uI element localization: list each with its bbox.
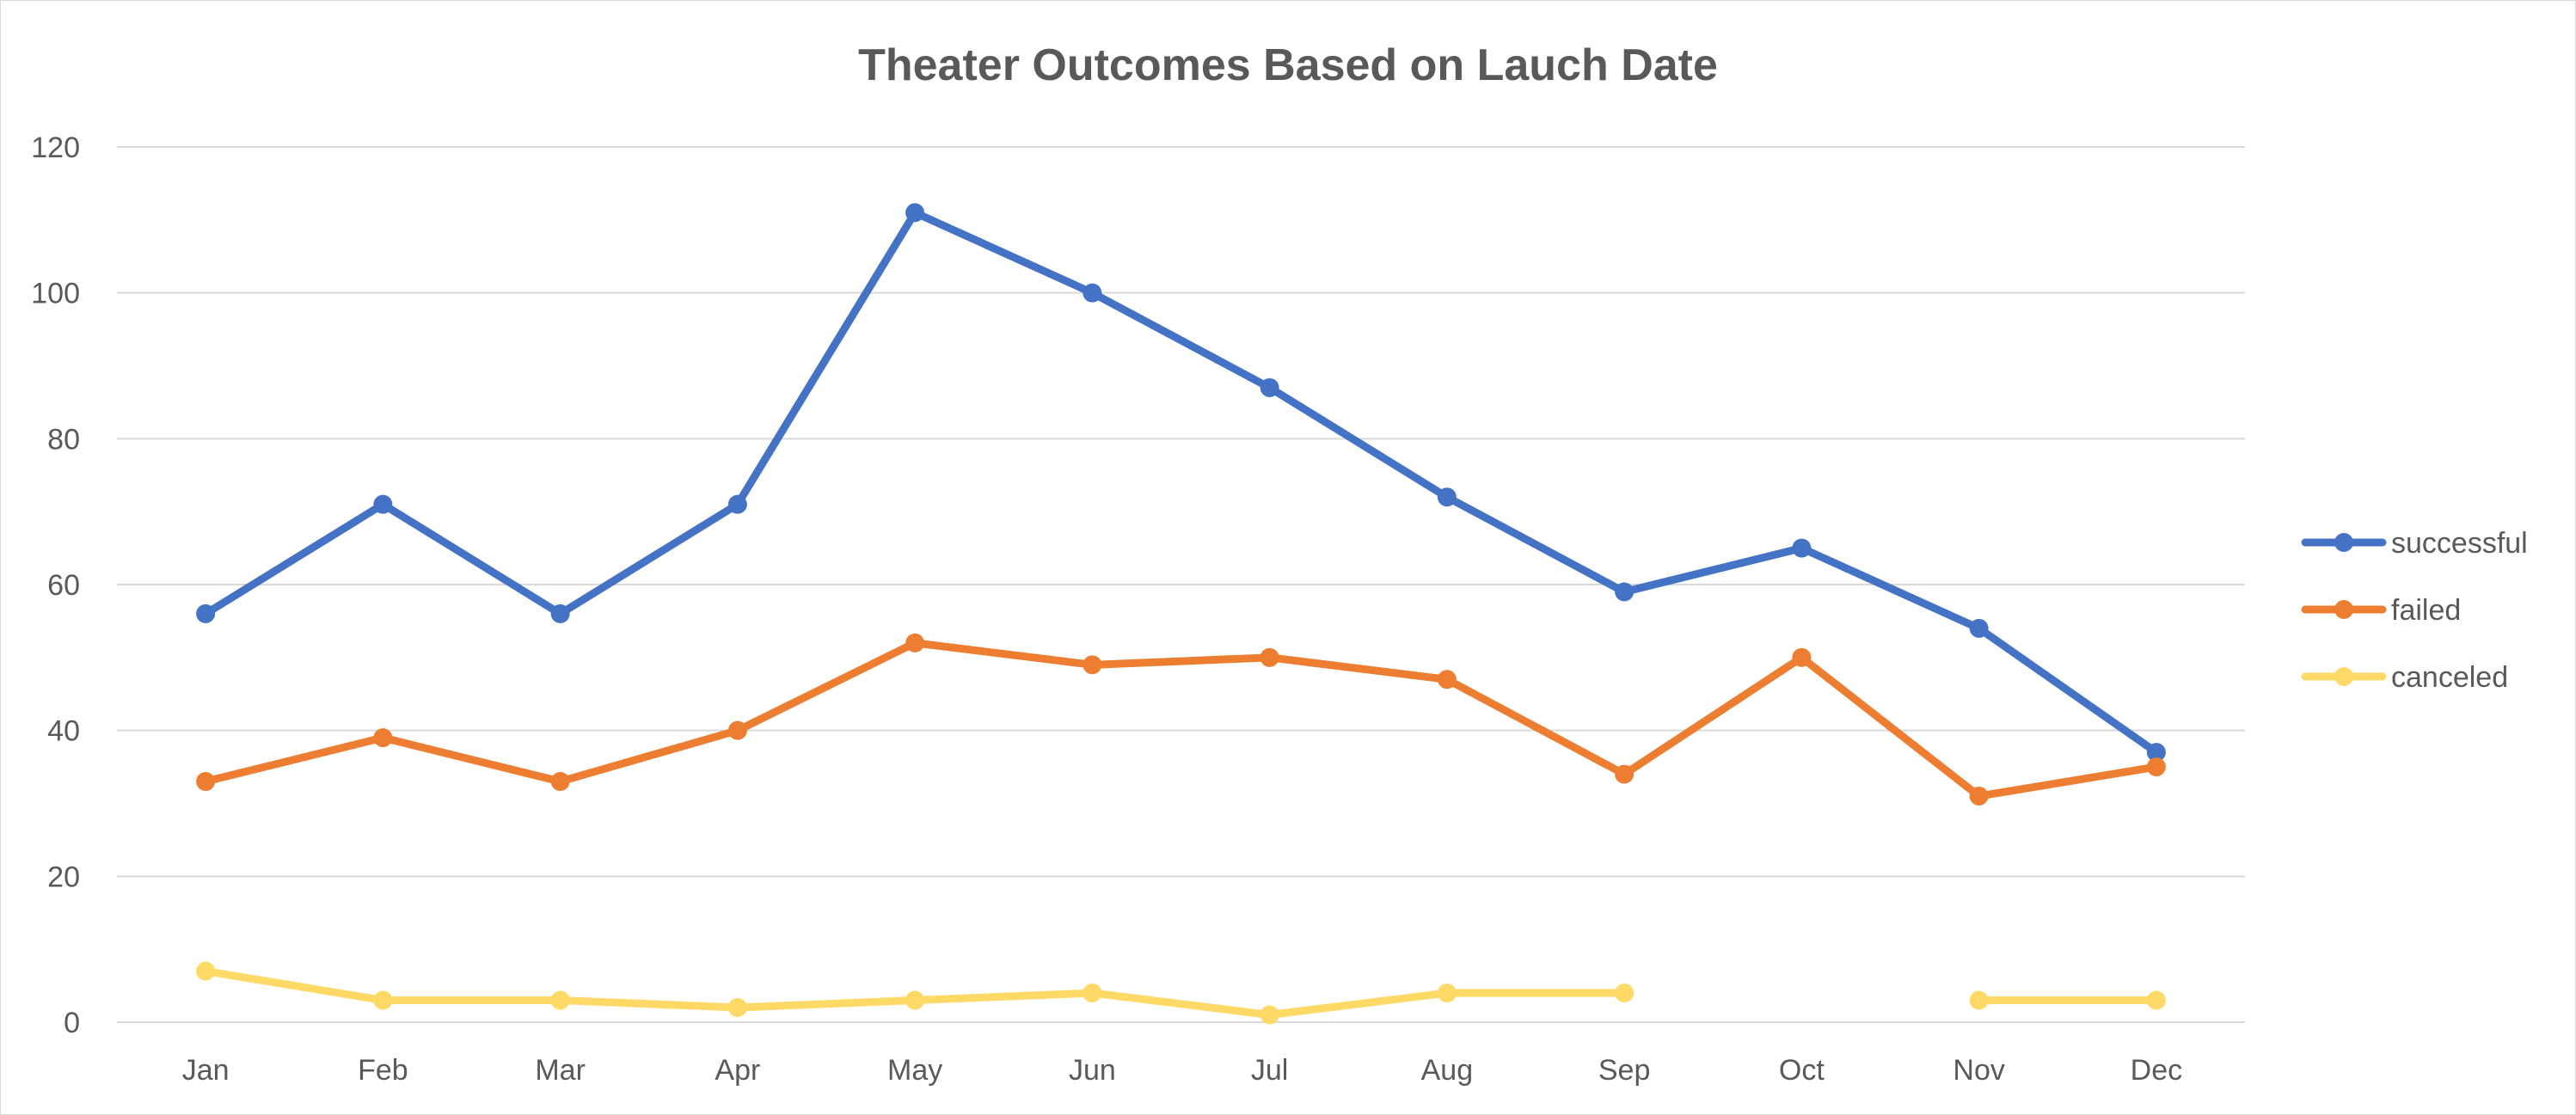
legend-label: failed: [2391, 594, 2461, 627]
legend: successful failed canceled: [2301, 527, 2528, 694]
x-tick-label: Jul: [1251, 1054, 1288, 1087]
data-point-failed-Jun: [1083, 655, 1102, 675]
data-point-failed-Oct: [1792, 647, 1812, 667]
data-point-successful-Sep: [1615, 582, 1635, 602]
x-tick-label: Jan: [182, 1054, 230, 1087]
series-line-successful: [201, 208, 2161, 757]
series-failed: [196, 633, 2166, 806]
data-point-successful-May: [905, 203, 925, 223]
series-canceled: [196, 961, 2166, 1025]
x-tick-label: Apr: [715, 1054, 760, 1087]
data-point-canceled-Jul: [1260, 1005, 1279, 1025]
data-point-canceled-Apr: [727, 998, 747, 1018]
data-point-successful-Mar: [550, 603, 570, 623]
data-point-failed-May: [905, 633, 925, 652]
data-point-canceled-Mar: [550, 990, 570, 1010]
y-tick-label: 120: [31, 132, 80, 164]
legend-item-canceled: canceled: [2301, 661, 2508, 694]
data-point-successful-Jan: [196, 603, 216, 623]
series-line-failed: [201, 639, 2161, 800]
data-point-successful-Jun: [1083, 283, 1102, 303]
x-axis-tick-labels: Jan Feb Mar Apr May Jun Jul Aug Sep Oct Nov Dec: [182, 1054, 2182, 1087]
data-point-canceled-Nov: [1969, 990, 1989, 1010]
chart-title: Theater Outcomes Based on Lauch Date: [858, 40, 1718, 90]
x-tick-label: May: [887, 1054, 942, 1087]
gridlines: [117, 146, 2245, 1023]
legend-swatch-marker: [2334, 533, 2353, 552]
x-tick-label: Nov: [1953, 1054, 2004, 1087]
series-lines: [196, 203, 2166, 1025]
legend-label: canceled: [2391, 661, 2508, 694]
legend-label: successful: [2391, 527, 2528, 560]
data-point-failed-Nov: [1969, 787, 1989, 806]
data-point-successful-Feb: [373, 494, 393, 514]
y-tick-label: 0: [64, 1007, 80, 1039]
data-point-canceled-Jan: [196, 961, 216, 981]
x-tick-label: Feb: [358, 1054, 408, 1087]
data-point-successful-Aug: [1437, 487, 1457, 507]
data-point-canceled-Feb: [373, 990, 393, 1010]
data-point-canceled-Aug: [1437, 983, 1457, 1003]
legend-swatch-marker: [2334, 667, 2353, 686]
x-tick-label: Mar: [535, 1054, 586, 1087]
data-point-canceled-May: [905, 990, 925, 1010]
data-point-failed-Mar: [550, 772, 570, 792]
y-tick-label: 40: [47, 715, 80, 748]
x-tick-label: Oct: [1779, 1054, 1825, 1087]
x-tick-label: Dec: [2131, 1054, 2182, 1087]
y-axis-tick-labels: 0 20 40 60 80 100 120: [31, 132, 80, 1039]
data-point-failed-Feb: [373, 728, 393, 748]
data-point-successful-Oct: [1792, 538, 1812, 558]
series-line-canceled: [201, 967, 2161, 1020]
y-tick-label: 80: [47, 423, 80, 456]
data-point-canceled-Sep: [1615, 983, 1635, 1003]
data-point-failed-Aug: [1437, 670, 1457, 689]
data-point-successful-Dec: [2146, 743, 2166, 763]
x-tick-label: Aug: [1421, 1054, 1474, 1087]
legend-item-successful: successful: [2301, 527, 2528, 560]
data-point-canceled-Dec: [2146, 990, 2166, 1010]
data-point-canceled-Jun: [1083, 983, 1102, 1003]
data-point-failed-Jul: [1260, 647, 1279, 667]
series-successful: [196, 203, 2166, 763]
legend-item-failed: failed: [2301, 594, 2461, 627]
y-tick-label: 60: [47, 569, 80, 602]
data-point-failed-Sep: [1615, 764, 1635, 784]
data-point-successful-Jul: [1260, 377, 1279, 397]
y-tick-label: 20: [47, 861, 80, 893]
x-tick-label: Jun: [1069, 1054, 1116, 1087]
data-point-failed-Apr: [727, 720, 747, 740]
y-tick-label: 100: [31, 278, 80, 310]
legend-swatch-marker: [2334, 600, 2353, 619]
data-point-successful-Apr: [727, 494, 747, 514]
data-point-failed-Jan: [196, 772, 216, 792]
data-point-failed-Dec: [2146, 757, 2166, 777]
data-point-successful-Nov: [1969, 618, 1989, 638]
x-tick-label: Sep: [1598, 1054, 1651, 1087]
